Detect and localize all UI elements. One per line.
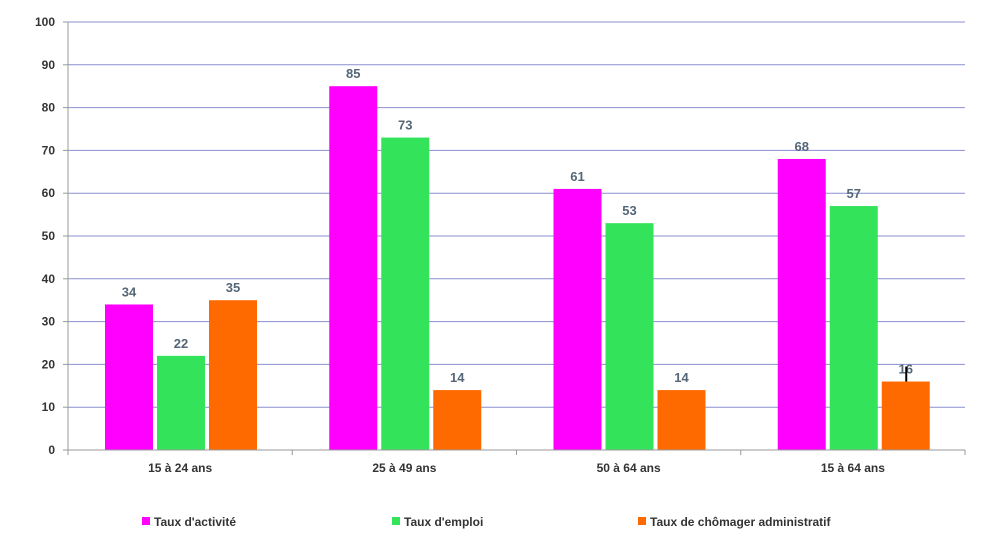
y-tick-label: 10 xyxy=(42,400,56,414)
bar xyxy=(829,206,878,450)
data-label: 53 xyxy=(622,203,636,218)
bar xyxy=(881,381,930,450)
data-label: 61 xyxy=(570,169,584,184)
legend-label: Taux de chômager administratif xyxy=(650,515,831,529)
axes xyxy=(67,22,966,455)
bar xyxy=(157,355,205,450)
bar xyxy=(777,158,826,450)
x-category-label: 25 à 49 ans xyxy=(372,461,436,475)
y-tick-label: 20 xyxy=(42,357,56,371)
y-tick-label: 60 xyxy=(42,186,56,200)
legend-swatch xyxy=(638,517,646,525)
y-tick-label: 40 xyxy=(42,272,56,286)
y-tick-label: 70 xyxy=(42,143,56,157)
bar xyxy=(657,390,706,450)
bar xyxy=(105,304,153,450)
legend-swatch xyxy=(392,517,400,525)
data-label: 34 xyxy=(122,284,137,299)
x-axis-categories: 15 à 24 ans 25 à 49 ans 50 à 64 ans 15 à 64… xyxy=(148,461,885,475)
data-label: 85 xyxy=(346,66,360,81)
data-label: 35 xyxy=(226,280,240,295)
x-category-label: 15 à 64 ans xyxy=(821,461,885,475)
y-tick-label: 90 xyxy=(42,58,56,72)
y-tick-label: 30 xyxy=(42,315,56,329)
bar xyxy=(553,188,602,451)
y-axis-ticks: 0 10 20 30 40 50 60 70 80 90 100 xyxy=(35,15,68,457)
y-tick-label: 100 xyxy=(35,15,55,29)
bars xyxy=(105,86,930,451)
bar xyxy=(381,137,430,450)
data-label: 22 xyxy=(174,336,188,351)
data-labels: 348561682273535735141416 xyxy=(122,66,913,385)
bar xyxy=(605,223,654,450)
x-category-label: 50 à 64 ans xyxy=(597,461,661,475)
data-label: 14 xyxy=(674,370,689,385)
legend-label: Taux d'activité xyxy=(154,515,236,529)
bar xyxy=(329,86,378,450)
y-tick-label: 0 xyxy=(48,443,55,457)
y-tick-label: 80 xyxy=(42,101,56,115)
data-label: 68 xyxy=(795,139,809,154)
legend-swatch xyxy=(142,517,150,525)
legend: Taux d'activité Taux d'emploi Taux de chôm… xyxy=(142,515,831,529)
data-label: 73 xyxy=(398,118,412,133)
legend-label: Taux d'emploi xyxy=(404,515,483,529)
data-label: 57 xyxy=(847,186,861,201)
bar xyxy=(209,300,257,450)
x-category-label: 15 à 24 ans xyxy=(148,461,212,475)
bar xyxy=(433,390,482,450)
data-label: 14 xyxy=(450,370,465,385)
y-tick-label: 50 xyxy=(42,229,56,243)
